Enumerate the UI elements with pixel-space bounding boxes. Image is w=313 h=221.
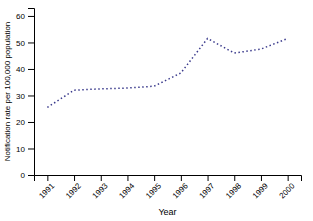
axis-line [28, 9, 35, 176]
tick: 1994 [117, 175, 136, 200]
tick-label: 50 [16, 39, 25, 48]
tick-label: 1996 [171, 181, 190, 200]
y-axis-title: Notification rate per 100,000 population [3, 22, 12, 162]
tick-label: 60 [16, 12, 25, 21]
tick: 1991 [37, 175, 56, 200]
tick-mark [101, 175, 102, 181]
tick-mark [127, 175, 128, 181]
tick: 40 [16, 65, 34, 74]
tick-label: 1991 [37, 181, 56, 200]
tick: 60 [16, 12, 34, 21]
tick-mark [47, 175, 48, 181]
tick: 0 [21, 171, 34, 180]
x-axis: 1991 1992 1993 1994 1995 1996 1997 1998 1999 2000 [35, 175, 302, 200]
tick-mark [28, 16, 34, 17]
tick-mark [181, 175, 182, 181]
tick: 50 [16, 39, 34, 48]
marks [47, 38, 287, 107]
tick-label: 1997 [197, 181, 216, 200]
tick-label: 1992 [64, 181, 83, 200]
tick: 2000 [278, 175, 297, 200]
tick-label: 10 [16, 145, 25, 154]
tick: 1998 [224, 175, 243, 200]
line [47, 38, 287, 107]
tick-mark [28, 175, 34, 176]
tick: 1997 [197, 175, 216, 200]
tick-label: 1999 [251, 181, 270, 200]
tick-mark [28, 42, 34, 43]
tick-label: 20 [16, 118, 25, 127]
tick-label: 30 [16, 92, 25, 101]
tick-mark [154, 175, 155, 181]
tick-mark [28, 69, 34, 70]
tick-mark [288, 175, 289, 181]
tick: 1992 [64, 175, 83, 200]
tick-label: 1993 [91, 181, 110, 200]
tick-mark [234, 175, 235, 181]
tick-label: 2000 [278, 181, 297, 200]
tick-label: 0 [21, 171, 26, 180]
tick-mark [28, 95, 34, 96]
tick-label: 1994 [117, 181, 136, 200]
tick: 1996 [171, 175, 190, 200]
tick-mark [28, 122, 34, 123]
chart: 1991199219931994199519961997199819992000… [0, 0, 313, 221]
tick: 10 [16, 145, 34, 154]
tick-label: 40 [16, 65, 25, 74]
tick-mark [28, 148, 34, 149]
tick-label: 1998 [224, 181, 243, 200]
tick: 30 [16, 92, 34, 101]
tick: 1993 [91, 175, 110, 200]
tick: 20 [16, 118, 34, 127]
tick-mark [208, 175, 209, 181]
tick-label: 1995 [144, 181, 163, 200]
x-axis-title: Year [158, 207, 176, 217]
y-axis: 0 10 20 30 40 50 60 [16, 9, 34, 181]
axis-line [35, 176, 302, 182]
tick-mark [74, 175, 75, 181]
tick-mark [261, 175, 262, 181]
tick: 1999 [251, 175, 270, 200]
tick: 1995 [144, 175, 163, 200]
plot-area: 1991199219931994199519961997199819992000… [3, 9, 302, 218]
